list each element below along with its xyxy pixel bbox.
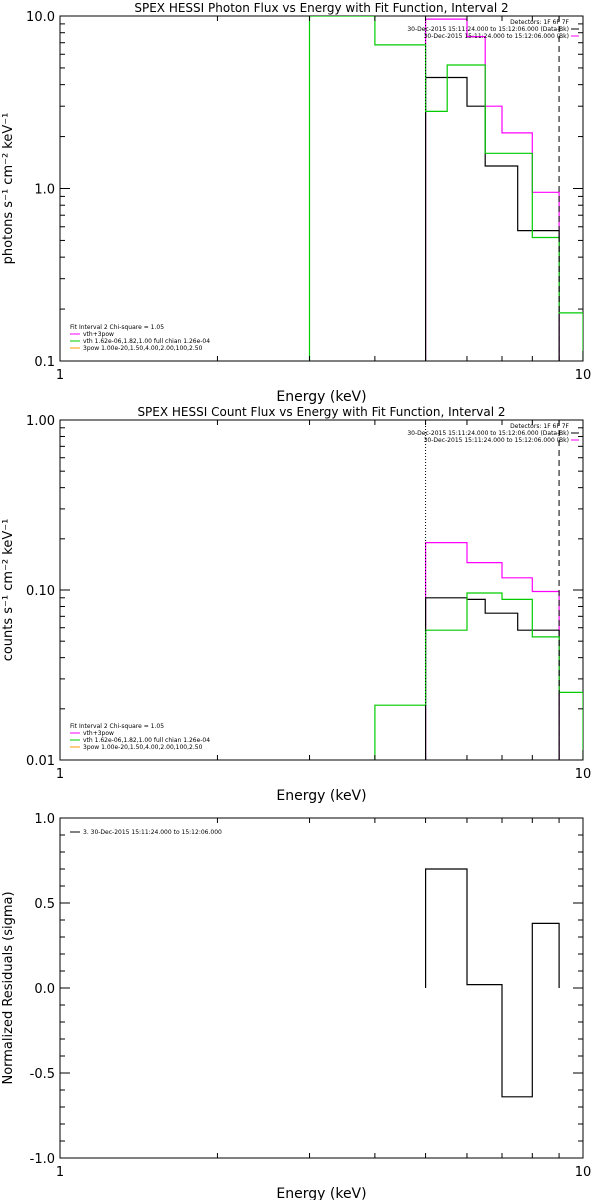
x-axis-label: Energy (keV) (276, 788, 366, 804)
legend-label: vth 1.62e-06,1.82,1.00 full chian 1.26e-… (83, 338, 210, 345)
interval-label: 30-Dec-2015 15:11:24.000 to 15:12:06.000… (407, 430, 569, 437)
detectors-label: Detectors: 1F 6F 7F (510, 19, 569, 26)
plot-frame (59, 15, 584, 362)
legend-label: 3. 30-Dec-2015 15:11:24.000 to 15:12:06.… (83, 829, 222, 836)
chart-3: 1 10 -1.0 -0.5 0.0 0.5 1.0 Energy (keV) Normaliz… (1, 812, 591, 1200)
detectors-label: Detectors: 1F 6F 7F (510, 423, 569, 430)
interval-label: 30-Dec-2015 15:11:24.000 to 15:12:06.000… (424, 33, 569, 40)
series-1-histogram (425, 597, 560, 760)
y-tick-label: 0.01 (26, 754, 55, 769)
y-tick-label: 0.1 (34, 355, 55, 370)
series-0-histogram (425, 868, 560, 1098)
y-axis-label: Normalized Residuals (sigma) (1, 891, 16, 1084)
legend-title: Fit Interval 2 Chi-square = 1.05 (70, 324, 164, 331)
x-tick-label: 1 (56, 368, 64, 383)
legend-label: vth+3pow (83, 331, 114, 338)
x-tick-label: 10 (575, 1165, 592, 1180)
legend-label: vth 1.62e-06,1.82,1.00 full chian 1.26e-… (83, 737, 210, 744)
y-tick-label: 10.0 (26, 10, 55, 25)
legend: Fit Interval 2 Chi-square = 1.05vth+3pow… (70, 324, 210, 352)
legend-label: vth+3pow (83, 730, 114, 737)
x-tick-label: 10 (575, 767, 592, 782)
series-2-histogram (308, 16, 583, 361)
legend-title: Fit Interval 2 Chi-square = 1.05 (70, 723, 164, 730)
x-axis-label: Energy (keV) (276, 1186, 366, 1200)
plot-frame (59, 817, 584, 1159)
y-tick-label: -1.0 (30, 1152, 55, 1167)
y-tick-label: 1.0 (34, 812, 55, 827)
plot-data (308, 16, 583, 361)
y-tick-label: 0.0 (34, 982, 55, 997)
plot-frame (59, 419, 584, 761)
x-tick-label: 10 (575, 368, 592, 383)
legend: Fit Interval 2 Chi-square = 1.05vth+3pow… (70, 723, 210, 751)
plot-data (374, 542, 583, 760)
series-0-histogram (425, 18, 560, 361)
series-0-histogram (425, 542, 560, 760)
y-tick-label: 1.00 (26, 414, 55, 429)
chart-2: 1 10 0.01 0.10 1.00 SPEX HESSI Count Flux vs … (1, 405, 591, 804)
y-tick-label: 0.5 (34, 897, 55, 912)
x-tick-label: 1 (56, 1165, 64, 1180)
series-1-histogram (425, 76, 560, 361)
y-axis-label: photons s⁻¹ cm⁻² keV⁻¹ (1, 113, 16, 265)
y-tick-label: 1.0 (34, 183, 55, 198)
interval-label: 30-Dec-2015 15:11:24.000 to 15:12:06.000… (424, 437, 569, 444)
legend-label: 3pow 1.00e-20,1.50,4.00,2.00,100,2.50 (83, 744, 203, 751)
chart-title: SPEX HESSI Count Flux vs Energy with Fit… (137, 405, 505, 419)
y-tick-label: -0.5 (30, 1067, 55, 1082)
interval-label: 30-Dec-2015 15:11:24.000 to 15:12:06.000… (407, 26, 569, 33)
chart-1: 1 10 0.1 1.0 10.0 SPEX HESSI Photon Flux vs E… (1, 1, 591, 405)
x-tick-label: 1 (56, 767, 64, 782)
legend-label: 3pow 1.00e-20,1.50,4.00,2.00,100,2.50 (83, 345, 203, 352)
x-axis-label: Energy (keV) (276, 389, 366, 405)
chart-title: SPEX HESSI Photon Flux vs Energy with Fi… (134, 1, 508, 15)
y-axis-label: counts s⁻¹ cm⁻² keV⁻¹ (1, 519, 16, 662)
plot-data (425, 868, 560, 1098)
y-tick-label: 0.10 (26, 584, 55, 599)
legend: 3. 30-Dec-2015 15:11:24.000 to 15:12:06.… (70, 829, 222, 836)
